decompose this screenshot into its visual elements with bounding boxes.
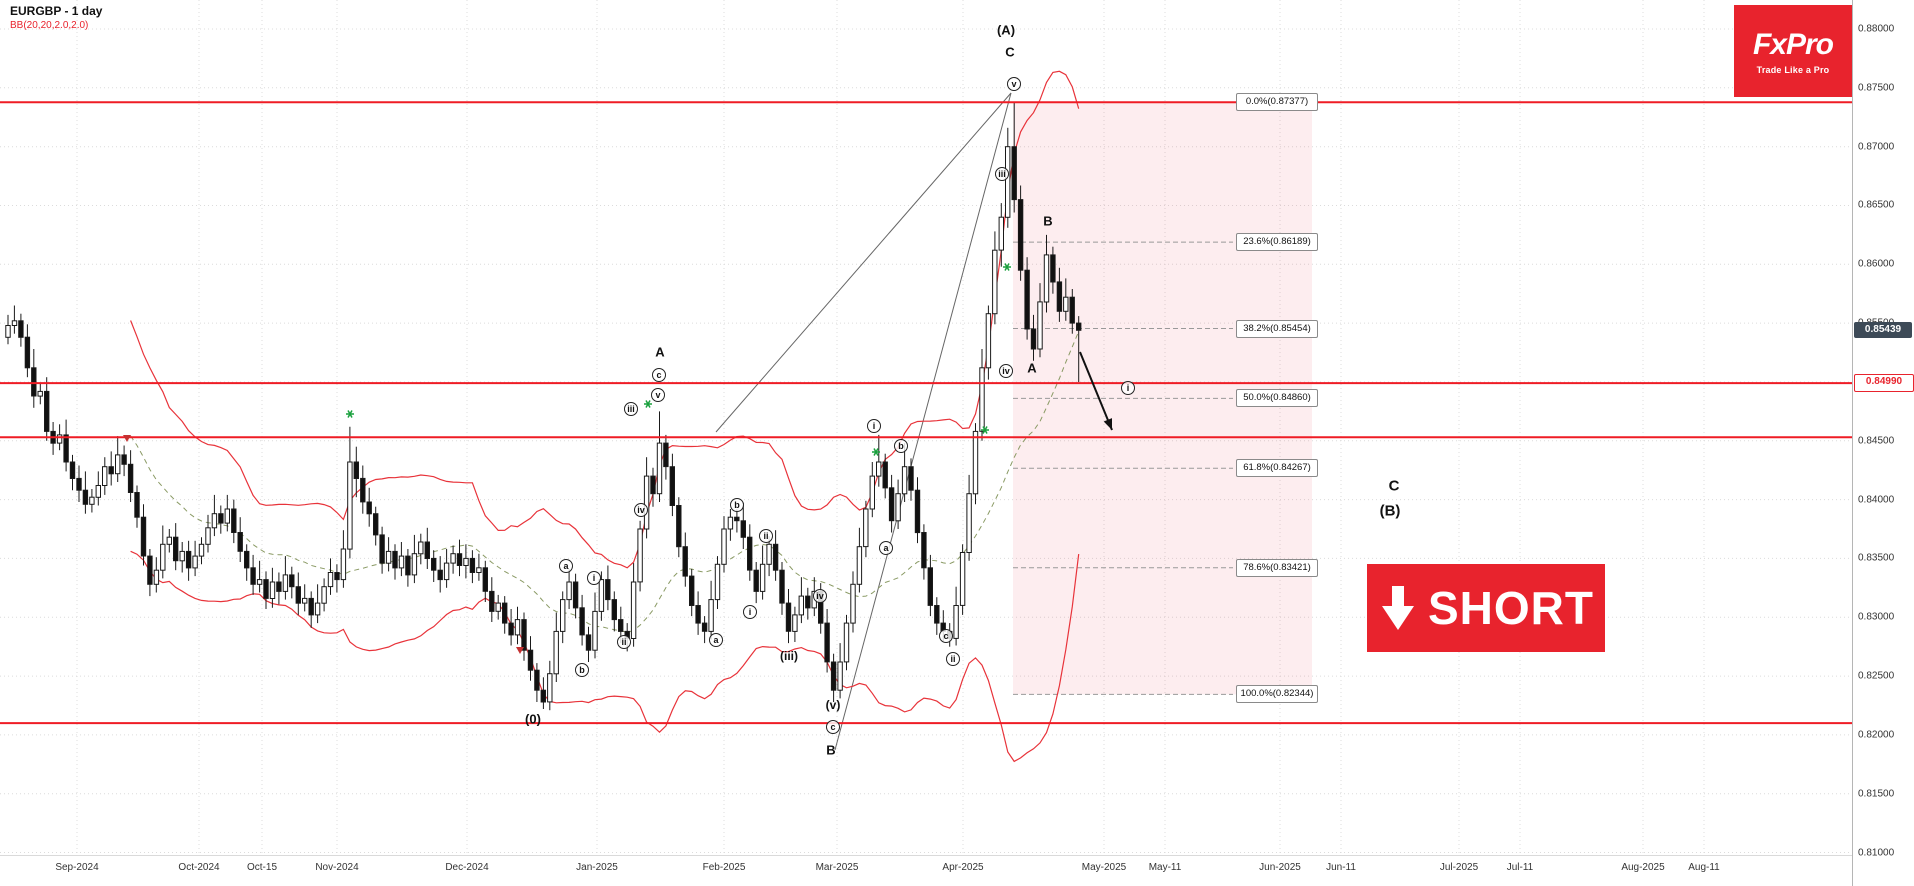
line-price-tag: 0.84990 xyxy=(1854,374,1914,393)
symbol-title: EURGBP - 1 day xyxy=(10,4,103,18)
wave-trend-line xyxy=(715,92,1012,433)
price-axis[interactable]: 0.880000.875000.870000.865000.860000.855… xyxy=(1852,0,1914,886)
date-axis-label: Oct-15 xyxy=(246,862,278,873)
price-axis-label: 0.81000 xyxy=(1858,847,1895,859)
indicator-label: BB(20,20,2.0,2.0) xyxy=(10,20,89,31)
price-axis-label: 0.86500 xyxy=(1858,199,1895,211)
wave-confirmation-marker xyxy=(346,410,354,418)
candlestick-layer xyxy=(5,102,1082,711)
short-signal-label: SHORT xyxy=(1428,582,1594,634)
fxpro-logo-text: FxPro xyxy=(1752,27,1834,61)
wave-confirmation-marker xyxy=(981,426,989,434)
price-axis-label: 0.87500 xyxy=(1858,82,1895,94)
date-axis-label: Aug-2025 xyxy=(1621,862,1665,873)
date-axis-label: Feb-2025 xyxy=(702,862,746,873)
price-axis-label: 0.81500 xyxy=(1858,788,1895,800)
date-axis-label: Jun-11 xyxy=(1326,862,1356,873)
price-axis-label: 0.84500 xyxy=(1858,435,1895,447)
sell-marker xyxy=(123,435,131,442)
projection-arrow xyxy=(1079,351,1113,431)
bollinger-upper-band xyxy=(130,70,1080,569)
price-axis-label: 0.87000 xyxy=(1858,141,1895,153)
fxpro-logo: FxPro Trade Like a Pro xyxy=(1734,5,1852,97)
fxpro-logo-tagline: Trade Like a Pro xyxy=(1756,64,1830,75)
projection-arrow-head xyxy=(1103,418,1112,430)
chart-legend: EURGBP - 1 day BB(20,20,2.0,2.0) xyxy=(10,4,102,31)
date-axis[interactable]: Sep-2024 Oct-2024 Oct-15 Nov-2024 Dec-2024 Ja… xyxy=(0,856,1852,886)
date-axis-label: Apr-2025 xyxy=(942,862,984,873)
price-axis-label: 0.84000 xyxy=(1858,494,1895,506)
price-axis-label: 0.83000 xyxy=(1858,611,1895,623)
date-axis-label: Jul-11 xyxy=(1506,862,1534,873)
date-axis-label: Jul-2025 xyxy=(1439,862,1479,873)
down-arrow-icon xyxy=(1382,586,1414,630)
short-signal-badge: SHORT xyxy=(1367,564,1605,652)
bollinger-middle-band xyxy=(130,331,1080,634)
date-axis-label: Nov-2024 xyxy=(315,862,359,873)
date-axis-label: Jun-2025 xyxy=(1259,862,1301,873)
date-axis-label: Jan-2025 xyxy=(576,862,618,873)
price-axis-label: 0.82000 xyxy=(1858,729,1895,741)
current-price-tag: 0.85439 xyxy=(1854,322,1912,339)
sell-marker xyxy=(516,647,524,654)
bollinger-lower-band xyxy=(130,550,1080,763)
date-axis-label: Sep-2024 xyxy=(55,862,99,873)
wave-confirmation-marker xyxy=(1003,263,1011,271)
date-axis-label: Mar-2025 xyxy=(815,862,859,873)
wave-confirmation-marker xyxy=(644,400,652,408)
price-axis-label: 0.82500 xyxy=(1858,670,1895,682)
date-axis-label: Aug-11 xyxy=(1688,862,1720,873)
price-axis-label: 0.83500 xyxy=(1858,552,1895,564)
date-axis-label: Dec-2024 xyxy=(445,862,489,873)
wave-confirmation-marker xyxy=(872,448,880,456)
date-axis-label: Oct-2024 xyxy=(178,862,220,873)
date-axis-label: May-11 xyxy=(1148,862,1182,873)
date-axis-label: May-2025 xyxy=(1081,862,1127,873)
price-axis-label: 0.88000 xyxy=(1858,23,1895,35)
price-axis-label: 0.86000 xyxy=(1858,258,1895,270)
